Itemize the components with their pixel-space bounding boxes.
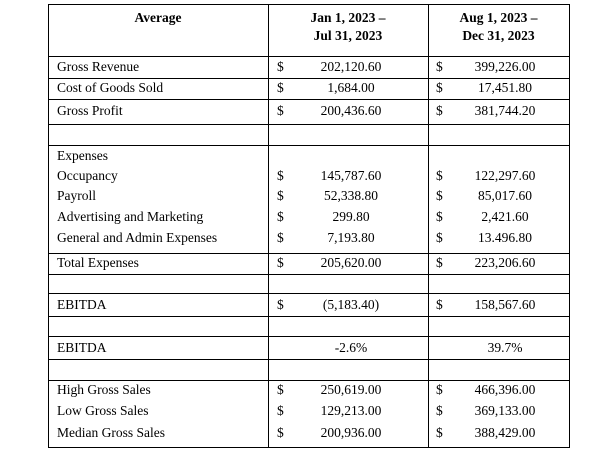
value-period2: 158,567.60 — [474, 297, 536, 312]
currency-symbol: $ — [436, 403, 443, 418]
row-label: EBITDA — [57, 297, 107, 312]
currency-symbol: $ — [277, 59, 284, 74]
value-period1: -2.6% — [334, 340, 368, 355]
header-period1-line1: Jan 1, 2023 – — [310, 10, 386, 25]
currency-symbol: $ — [277, 188, 284, 203]
row-label: Median Gross Sales — [57, 425, 165, 440]
row-divider — [48, 359, 570, 360]
value-period1: 145,787.60 — [320, 168, 382, 183]
row-divider — [48, 78, 570, 79]
value-period2: 39.7% — [487, 340, 523, 355]
currency-symbol: $ — [277, 209, 284, 224]
currency-symbol: $ — [436, 103, 443, 118]
header-period2-line1: Aug 1, 2023 – — [459, 10, 538, 25]
value-period1: 7,193.80 — [327, 230, 375, 245]
row-label: High Gross Sales — [57, 382, 151, 397]
currency-symbol: $ — [277, 168, 284, 183]
value-period2: 85,017.60 — [478, 188, 532, 203]
currency-symbol: $ — [436, 297, 443, 312]
value-period2: 17,451.80 — [478, 80, 532, 95]
header-period2-line2: Dec 31, 2023 — [462, 28, 535, 43]
currency-symbol: $ — [277, 403, 284, 418]
currency-symbol: $ — [436, 255, 443, 270]
currency-symbol: $ — [436, 209, 443, 224]
value-period1: 202,120.60 — [320, 59, 382, 74]
row-divider — [48, 336, 570, 337]
value-period2: 399,226.00 — [474, 59, 536, 74]
currency-symbol: $ — [277, 382, 284, 397]
currency-symbol: $ — [277, 255, 284, 270]
row-label: Payroll — [57, 188, 96, 203]
value-period1: 200,936.00 — [320, 425, 382, 440]
row-divider — [48, 145, 570, 146]
table-border-left — [48, 4, 49, 448]
row-label: Total Expenses — [57, 255, 139, 270]
row-label: Advertising and Marketing — [57, 209, 204, 224]
row-divider — [48, 253, 570, 254]
row-label: General and Admin Expenses — [57, 230, 218, 245]
value-period1: 52,338.80 — [324, 188, 378, 203]
currency-symbol: $ — [436, 382, 443, 397]
currency-symbol: $ — [277, 297, 284, 312]
header-average: Average — [134, 10, 182, 25]
row-label: Gross Profit — [57, 103, 123, 118]
value-period2: 466,396.00 — [474, 382, 536, 397]
row-label: Occupancy — [57, 168, 118, 183]
currency-symbol: $ — [436, 425, 443, 440]
financial-table: Average Jan 1, 2023 – Jul 31, 2023 Aug 1… — [48, 4, 570, 448]
row-label: Expenses — [57, 148, 108, 163]
column-divider-2 — [428, 4, 429, 448]
value-period2: 381,744.20 — [474, 103, 536, 118]
row-divider — [48, 380, 570, 381]
table-border-top — [48, 4, 570, 5]
value-period2: 388,429.00 — [474, 425, 536, 440]
value-period2: 369,133.00 — [474, 403, 536, 418]
currency-symbol: $ — [277, 103, 284, 118]
row-label: EBITDA — [57, 340, 107, 355]
currency-symbol: $ — [277, 425, 284, 440]
value-period2: 122,297.60 — [474, 168, 536, 183]
value-period1: 200,436.60 — [320, 103, 382, 118]
currency-symbol: $ — [436, 168, 443, 183]
value-period1: 129,213.00 — [320, 403, 382, 418]
row-divider — [48, 124, 570, 125]
currency-symbol: $ — [436, 80, 443, 95]
column-divider-1 — [268, 4, 269, 448]
value-period2: 223,206.60 — [474, 255, 536, 270]
value-period1: 299.80 — [332, 209, 370, 224]
row-divider — [48, 316, 570, 317]
table-border-right — [569, 4, 570, 448]
row-label: Cost of Goods Sold — [57, 80, 164, 95]
value-period2: 13.496.80 — [478, 230, 532, 245]
currency-symbol: $ — [277, 80, 284, 95]
value-period1: (5,183.40) — [322, 297, 380, 312]
value-period2: 2,421.60 — [481, 209, 529, 224]
value-period1: 250,619.00 — [320, 382, 382, 397]
value-period1: 1,684.00 — [327, 80, 375, 95]
row-divider — [48, 56, 570, 57]
currency-symbol: $ — [436, 59, 443, 74]
currency-symbol: $ — [436, 188, 443, 203]
row-divider — [48, 274, 570, 275]
table-border-bottom — [48, 447, 570, 448]
row-label: Gross Revenue — [57, 59, 140, 74]
row-divider — [48, 99, 570, 100]
row-label: Low Gross Sales — [57, 403, 149, 418]
row-divider — [48, 293, 570, 294]
currency-symbol: $ — [436, 230, 443, 245]
value-period1: 205,620.00 — [320, 255, 382, 270]
currency-symbol: $ — [277, 230, 284, 245]
header-period1-line2: Jul 31, 2023 — [313, 28, 383, 43]
